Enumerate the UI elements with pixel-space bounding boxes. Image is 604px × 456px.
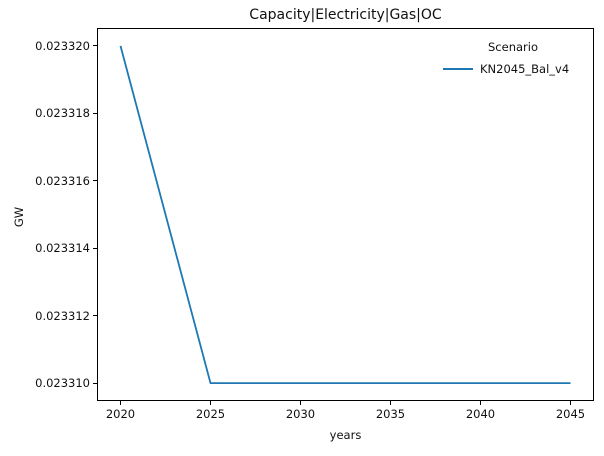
y-axis-label: GW: [12, 206, 26, 228]
legend: Scenario KN2045_Bal_v4: [443, 39, 583, 77]
x-tick-mark: [300, 401, 301, 405]
x-tick-label: 2035: [375, 407, 406, 421]
x-tick-mark: [570, 401, 571, 405]
y-tick-label: 0.023316: [35, 173, 90, 188]
x-tick-label: 2040: [465, 407, 496, 421]
x-tick-mark: [120, 401, 121, 405]
y-tick-mark: [93, 112, 97, 114]
y-tick-mark: [93, 45, 97, 47]
y-tick-mark: [93, 382, 97, 384]
y-tick-mark: [93, 247, 97, 249]
x-tick-label: 2025: [195, 407, 226, 421]
legend-line-sample-icon: [443, 68, 473, 70]
x-tick-label: 2045: [555, 407, 586, 421]
y-tick-label: 0.023310: [35, 376, 90, 391]
chart-title: Capacity|Electricity|Gas|OC: [249, 7, 442, 23]
legend-entry-label: KN2045_Bal_v4: [480, 62, 570, 76]
y-tick-label: 0.023312: [35, 308, 90, 323]
x-axis-label: years: [329, 428, 362, 442]
plot-area: Scenario KN2045_Bal_v4: [97, 28, 594, 401]
legend-entry: KN2045_Bal_v4: [443, 61, 583, 77]
x-tick-mark: [480, 401, 481, 405]
y-tick-label: 0.023318: [35, 106, 90, 121]
x-tick-label: 2030: [285, 407, 316, 421]
y-tick-mark: [93, 180, 97, 182]
x-tick-mark: [390, 401, 391, 405]
line-series-canvas: [119, 45, 571, 385]
y-tick-mark: [93, 315, 97, 317]
legend-title: Scenario: [488, 40, 538, 54]
x-tick-mark: [210, 401, 211, 405]
x-tick-label: 2020: [105, 407, 136, 421]
y-tick-label: 0.023314: [35, 241, 90, 256]
series-line-KN2045_Bal_v4: [119, 45, 571, 385]
y-tick-label: 0.023320: [35, 38, 90, 53]
